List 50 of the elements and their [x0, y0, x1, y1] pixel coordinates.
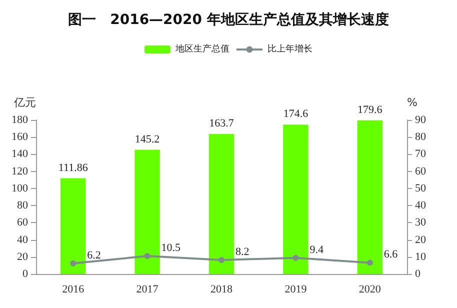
y-tick-label: 160: [12, 131, 28, 144]
bar: [208, 134, 234, 274]
y2-tick-label: 30: [415, 216, 426, 229]
bar: [60, 178, 86, 274]
legend-label: 比上年增长: [268, 44, 312, 54]
bar: [134, 150, 160, 274]
data-label: 163.7: [209, 117, 234, 130]
y-tick-label: 60: [17, 216, 28, 229]
y-tick-label: 80: [17, 200, 28, 212]
y2-tick-label: 20: [415, 234, 426, 246]
x-tick-label: 2020: [358, 284, 382, 296]
y2-tick-label: 80: [415, 131, 426, 144]
point: [292, 254, 299, 261]
y2-tick-label: 10: [415, 250, 426, 263]
y-tick-label: 0: [22, 268, 28, 280]
y2-tick-label: 0: [415, 268, 421, 280]
y-tick-label: 40: [17, 234, 28, 246]
y-tick-label: 20: [17, 250, 28, 263]
y2-tick-label: 50: [415, 182, 426, 194]
data-label: 179.6: [358, 104, 383, 116]
data-label: 6.6: [384, 248, 398, 261]
y-tick-label: 180: [12, 114, 28, 126]
legend-label: 地区生产总值: [174, 44, 230, 54]
y-tick-label: 120: [12, 165, 28, 178]
x-tick-label: 2016: [62, 284, 85, 296]
x-tick-label: 2019: [284, 284, 308, 296]
y2-tick-label: 90: [415, 114, 426, 126]
y2-tick-label: 40: [415, 200, 426, 212]
data-label: 8.2: [236, 246, 250, 258]
data-label: 6.2: [87, 249, 101, 262]
y2-tick-label: 60: [415, 165, 426, 178]
data-label: 10.5: [161, 242, 182, 254]
chart-title: 图一 2016—2020 年地区生产总值及其增长速度: [68, 11, 389, 28]
bar: [283, 124, 308, 274]
x-tick-label: 2018: [210, 284, 233, 296]
point: [218, 256, 224, 263]
point: [70, 260, 76, 266]
y-tick-label: 140: [12, 148, 28, 160]
y-tick-label: 100: [12, 182, 28, 194]
data-label: 174.6: [283, 108, 309, 120]
point: [144, 253, 150, 260]
data-label: 145.2: [134, 133, 160, 146]
y2-tick-label: 70: [415, 148, 426, 160]
y2-axis-title: %: [407, 96, 418, 109]
data-label: 9.4: [310, 244, 324, 256]
bar: [357, 120, 383, 274]
x-tick-label: 2017: [136, 284, 159, 296]
point: [366, 260, 373, 266]
y-axis-title: 亿元: [13, 96, 36, 109]
data-label: 111.86: [58, 162, 88, 174]
